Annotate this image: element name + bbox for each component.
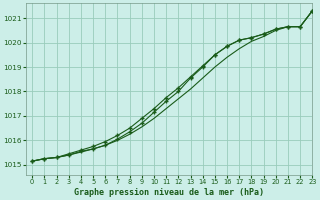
X-axis label: Graphe pression niveau de la mer (hPa): Graphe pression niveau de la mer (hPa) xyxy=(74,188,264,197)
